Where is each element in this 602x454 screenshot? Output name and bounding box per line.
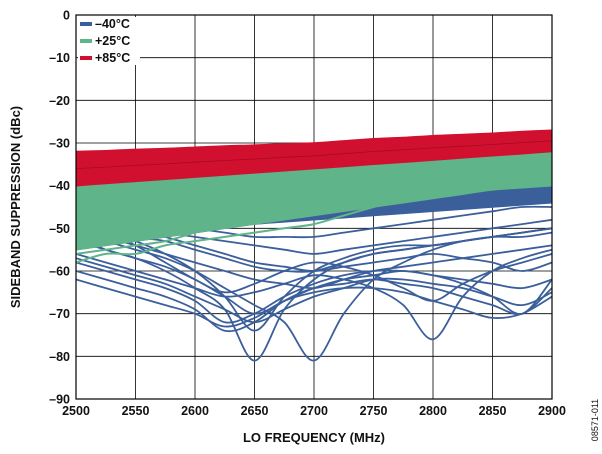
legend: –40°C +25°C +85°C <box>78 17 140 65</box>
legend-label-minus40: –40°C <box>95 17 130 31</box>
y-tick-labels: 0 –10 –20 –30 –40 –50 –60 –70 –80 –90 <box>49 9 70 407</box>
series-minus40-curve <box>76 261 552 324</box>
y-tick-label: –80 <box>49 350 70 364</box>
figure-id: 08571-011 <box>590 399 600 441</box>
x-tick-label: 2850 <box>479 404 507 418</box>
x-tick-label: 2900 <box>538 404 566 418</box>
y-tick-label: –30 <box>49 137 70 151</box>
y-tick-label: –20 <box>49 94 70 108</box>
y-tick-label: –10 <box>49 51 70 65</box>
x-tick-label: 2600 <box>181 404 209 418</box>
series-plus25-curve <box>76 176 552 255</box>
series-minus40-curve <box>76 227 552 290</box>
series-plus85-band <box>76 129 552 187</box>
legend-swatch-minus40 <box>80 22 92 26</box>
series-plus85-curve <box>76 140 552 169</box>
y-tick-label: –40 <box>49 179 70 193</box>
x-axis-label: LO FREQUENCY (MHz) <box>243 430 385 445</box>
x-tick-label: 2550 <box>122 404 150 418</box>
y-tick-label: –90 <box>49 393 70 407</box>
series-minus40-curve <box>76 223 552 302</box>
data-layer <box>76 129 552 362</box>
plot-frame <box>75 14 553 400</box>
x-tick-label: 2500 <box>62 404 90 418</box>
y-tick-label: –70 <box>49 307 70 321</box>
x-tick-label: 2800 <box>419 404 447 418</box>
legend-swatch-plus85 <box>80 56 92 60</box>
legend-swatch-plus25 <box>80 39 92 43</box>
x-tick-labels: 2500 2550 2600 2650 2700 2750 2800 2850 2900 <box>62 404 566 418</box>
legend-label-plus25: +25°C <box>95 34 130 48</box>
x-tick-label: 2700 <box>300 404 328 418</box>
y-axis-label: SIDEBAND SUPPRESSION (dBc) <box>8 106 23 308</box>
x-tick-label: 2750 <box>360 404 388 418</box>
series-minus40-curve <box>76 278 552 328</box>
series-minus40-curve <box>76 257 552 324</box>
y-tick-label: –50 <box>49 222 70 236</box>
y-tick-label: 0 <box>63 9 70 23</box>
y-tick-label: –60 <box>49 265 70 279</box>
legend-label-plus85: +85°C <box>95 51 130 65</box>
x-tick-label: 2650 <box>241 404 269 418</box>
